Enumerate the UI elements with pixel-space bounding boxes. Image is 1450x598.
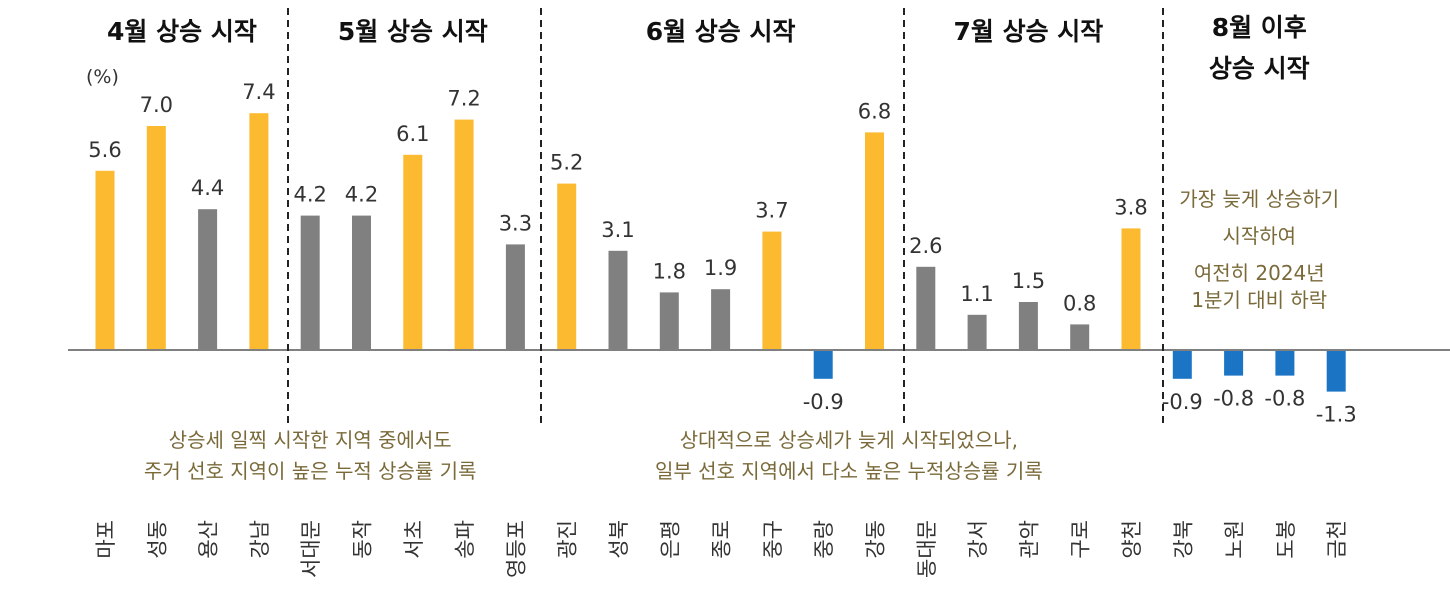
- value-label-도봉: -0.8: [1264, 387, 1305, 411]
- group-title-5: 상승 시작: [1209, 54, 1310, 83]
- category-label-강북: 강북: [1171, 520, 1195, 559]
- value-label-서대문: 4.2: [293, 183, 326, 207]
- category-label-용산: 용산: [197, 520, 221, 559]
- bars-layer: [95, 113, 1346, 392]
- annotation-1: 주거 선호 지역이 높은 누적 상승률 기록: [144, 459, 477, 483]
- category-label-서초: 서초: [402, 520, 426, 559]
- bar-서초: [403, 154, 423, 350]
- category-label-성북: 성북: [607, 520, 631, 559]
- bar-강동: [865, 132, 884, 350]
- category-label-중구: 중구: [761, 520, 785, 559]
- category-label-양천: 양천: [1120, 520, 1144, 559]
- value-label-중랑: -0.9: [803, 390, 844, 414]
- bar-중랑: [813, 350, 833, 379]
- category-label-관악: 관악: [1017, 520, 1041, 559]
- value-label-종로: 1.9: [704, 256, 737, 280]
- bar-강북: [1172, 350, 1192, 379]
- bar-노원: [1224, 350, 1244, 376]
- category-label-도봉: 도봉: [1274, 520, 1298, 559]
- bar-관악: [1018, 302, 1038, 350]
- value-label-강동: 6.8: [858, 99, 891, 123]
- bar-용산: [198, 209, 218, 350]
- value-label-서초: 6.1: [396, 122, 429, 146]
- bar-은평: [659, 292, 679, 350]
- value-label-광진: 5.2: [550, 151, 583, 175]
- annotation-2: 상대적으로 상승세가 늦게 시작되었으나,: [680, 428, 1018, 452]
- value-label-송파: 7.2: [447, 87, 480, 111]
- bar-종로: [711, 289, 731, 350]
- category-label-중랑: 중랑: [812, 520, 836, 559]
- bar-성동: [146, 126, 166, 350]
- labels-layer: 4월 상승 시작 5월 상승 시작 6월 상승 시작 7월 상승 시작 8월 이후상승 …: [88, 13, 1356, 578]
- value-label-동작: 4.2: [345, 183, 378, 207]
- category-label-광진: 광진: [556, 520, 580, 559]
- annotation-3: 1분기 대비 하락: [1191, 288, 1327, 312]
- group-title-2: 5월 상승 시작: [338, 17, 488, 46]
- bar-성북: [608, 250, 628, 350]
- category-label-구로: 구로: [1069, 520, 1093, 559]
- category-label-강서: 강서: [966, 520, 990, 559]
- group-title-5: 8월 이후: [1212, 13, 1307, 42]
- value-label-강북: -0.9: [1162, 390, 1203, 414]
- value-label-금천: -1.3: [1316, 403, 1357, 427]
- category-label-강남: 강남: [248, 520, 272, 559]
- bar-동작: [352, 215, 371, 350]
- bar-중구: [762, 231, 782, 350]
- annotation-2: 일부 선호 지역에서 다소 높은 누적상승률 기록: [655, 459, 1043, 483]
- bar-광진: [557, 183, 577, 350]
- value-label-용산: 4.4: [191, 176, 224, 200]
- unit-label: (%): [86, 66, 119, 88]
- category-label-마포: 마포: [94, 520, 118, 559]
- category-label-은평: 은평: [658, 520, 682, 559]
- group-title-1: 4월 상승 시작: [107, 17, 257, 46]
- category-label-강동: 강동: [864, 520, 888, 559]
- value-label-성북: 3.1: [601, 218, 634, 242]
- category-label-영등포: 영등포: [504, 520, 528, 578]
- category-label-성동: 성동: [145, 520, 169, 559]
- bar-강서: [967, 314, 987, 350]
- annotation-1: 상승세 일찍 시작한 지역 중에서도: [169, 428, 452, 452]
- category-label-종로: 종로: [710, 520, 734, 559]
- bar-송파: [454, 119, 474, 350]
- bar-동대문: [916, 266, 936, 350]
- value-label-동대문: 2.6: [909, 234, 942, 258]
- bar-도봉: [1275, 350, 1295, 376]
- value-label-영등포: 3.3: [499, 211, 532, 235]
- bar-양천: [1121, 228, 1141, 350]
- value-label-양천: 3.8: [1114, 195, 1147, 219]
- bar-금천: [1326, 350, 1346, 392]
- category-label-서대문: 서대문: [299, 520, 323, 578]
- category-label-송파: 송파: [453, 520, 477, 559]
- bar-마포: [95, 170, 115, 350]
- value-label-마포: 5.6: [88, 138, 121, 162]
- bar-구로: [1070, 324, 1090, 350]
- group-title-3: 6월 상승 시작: [646, 17, 796, 46]
- value-label-은평: 1.8: [653, 259, 686, 283]
- category-label-동작: 동작: [351, 520, 375, 559]
- value-label-노원: -0.8: [1213, 387, 1254, 411]
- value-label-구로: 0.8: [1063, 291, 1096, 315]
- annotation-3: 시작하여: [1222, 224, 1296, 248]
- annotation-3: 가장 늦게 상승하기: [1179, 187, 1339, 211]
- value-label-성동: 7.0: [140, 93, 173, 117]
- value-label-중구: 3.7: [755, 199, 788, 223]
- category-label-동대문: 동대문: [915, 520, 939, 578]
- category-label-금천: 금천: [1325, 520, 1349, 559]
- category-label-노원: 노원: [1223, 520, 1247, 559]
- annotation-3: 여전히 2024년: [1194, 261, 1325, 285]
- value-label-강서: 1.1: [960, 282, 993, 306]
- bar-강남: [249, 113, 269, 350]
- value-label-관악: 1.5: [1012, 269, 1045, 293]
- value-label-강남: 7.4: [242, 80, 275, 104]
- group-title-4: 7월 상승 시작: [953, 17, 1103, 46]
- bar-서대문: [300, 215, 320, 350]
- bar-영등포: [505, 244, 525, 350]
